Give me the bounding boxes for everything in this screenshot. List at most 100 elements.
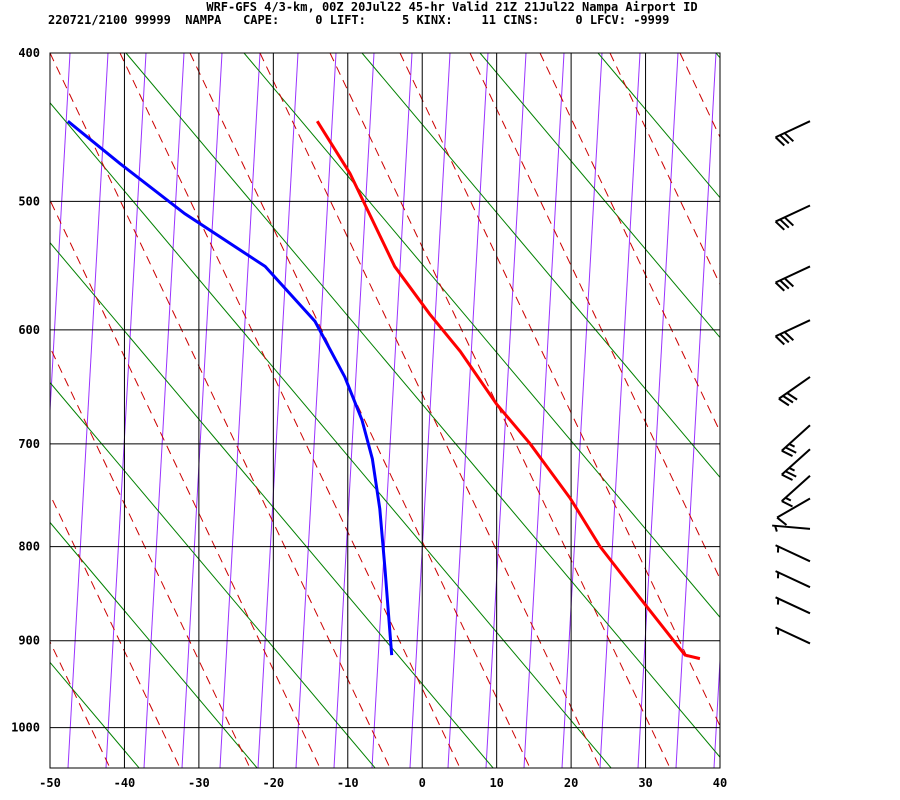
moist-adiabat-line: [0, 53, 40, 768]
dry-adiabat-line: [597, 53, 720, 199]
mixing-ratio-line: [333, 53, 375, 768]
dry-adiabat-line: [361, 53, 720, 479]
mixing-ratio-line: [637, 53, 679, 768]
moist-adiabat-line: [189, 53, 531, 768]
barb-feather: [783, 216, 795, 227]
moist-adiabat-line: [50, 493, 181, 768]
wind-barb: [774, 120, 811, 147]
barb-feather: [783, 132, 795, 143]
dry-adiabat-line: [50, 521, 258, 768]
chart-title: WRF-GFS 4/3-km, 00Z 20Jul22 45-hr Valid …: [206, 0, 697, 14]
barb-shaft: [775, 204, 811, 223]
x-tick-label: 30: [638, 776, 652, 790]
barb-shaft: [778, 376, 811, 400]
chart-subtitle: 220721/2100 99999 NAMPA CAPE: 0 LIFT: 5 …: [48, 13, 669, 27]
barb-feather: [781, 449, 793, 457]
x-tick-label: -20: [262, 776, 284, 790]
dry-adiabat-line: [125, 53, 720, 758]
moist-adiabat-line: [750, 53, 900, 768]
moist-adiabat-line: [50, 346, 251, 768]
mixing-ratio-line: [371, 53, 413, 768]
wind-barb: [775, 570, 811, 589]
mixing-ratio-line: [295, 53, 337, 768]
mixing-ratio-line: [485, 53, 527, 768]
wind-barb: [781, 448, 811, 481]
wind-barb: [775, 544, 811, 563]
barb-shaft: [775, 570, 811, 589]
barb-shaft: [772, 524, 811, 530]
barb-half-feather: [788, 467, 796, 472]
mixing-ratio-line: [181, 53, 223, 768]
barb-shaft: [781, 424, 811, 452]
mixing-ratio-line: [561, 53, 603, 768]
dry-adiabat-line: [243, 53, 720, 619]
mixing-ratio-line: [143, 53, 185, 768]
barb-feather: [774, 136, 785, 147]
y-tick-label: 700: [18, 437, 40, 451]
wind-barb: [778, 376, 811, 407]
wind-barb: [772, 524, 811, 532]
barb-feather: [783, 331, 795, 341]
barb-shaft: [775, 626, 811, 645]
barb-feather: [774, 281, 785, 292]
moist-adiabat-line: [119, 53, 461, 768]
wind-barb: [781, 424, 811, 457]
mixing-ratio-line: [675, 53, 717, 768]
mixing-ratio-line: [50, 53, 71, 420]
barb-shaft: [775, 120, 811, 139]
temperature-line: [315, 120, 701, 661]
x-tick-label: -50: [39, 776, 61, 790]
dry-adiabat-line: [0, 53, 38, 788]
x-tick-label: 40: [713, 776, 727, 790]
barb-feather: [779, 134, 790, 145]
moist-adiabat-line: [539, 53, 720, 433]
barb-shaft: [781, 474, 811, 502]
y-tick-label: 1000: [11, 721, 40, 735]
barb-half-feather: [788, 443, 796, 448]
moist-adiabat-line: [469, 53, 720, 580]
moist-adiabat-line: [329, 53, 671, 768]
barb-half-feather: [785, 496, 792, 502]
x-tick-label: -30: [188, 776, 210, 790]
barb-feather: [781, 500, 793, 508]
mixing-ratio-line: [105, 53, 147, 768]
x-tick-label: 10: [489, 776, 503, 790]
barb-feather: [782, 395, 794, 404]
barb-feather: [785, 446, 797, 454]
barb-shaft: [775, 596, 811, 615]
moist-adiabat-line: [50, 53, 391, 768]
x-tick-label: -40: [114, 776, 136, 790]
barb-feather: [783, 277, 795, 288]
y-tick-label: 800: [18, 540, 40, 554]
mixing-ratio-line: [523, 53, 565, 768]
dewpoint-line: [66, 120, 394, 656]
wind-barb: [781, 474, 811, 508]
x-tick-label: 20: [564, 776, 578, 790]
barb-shaft: [781, 448, 811, 476]
dry-adiabat-line: [50, 241, 494, 768]
barb-feather: [776, 516, 788, 526]
wind-barb: [775, 596, 811, 615]
x-tick-label: -10: [337, 776, 359, 790]
barb-feather: [774, 335, 785, 346]
barb-feather: [785, 470, 797, 478]
wind-barb: [774, 204, 811, 231]
mixing-ratio-line: [67, 53, 109, 768]
wind-barb: [776, 497, 811, 526]
wind-barb: [775, 626, 811, 645]
moist-adiabat-line: [399, 53, 720, 728]
barb-shaft: [776, 497, 811, 519]
moist-adiabat-line: [50, 640, 111, 768]
moist-adiabat-line: [50, 199, 321, 768]
barb-feather: [781, 473, 793, 481]
y-tick-label: 400: [18, 46, 40, 60]
mixing-ratio-line: [447, 53, 489, 768]
mixing-ratio-line: [219, 53, 261, 768]
mixing-ratio-line: [599, 53, 641, 768]
mixing-ratio-line: [257, 53, 299, 768]
x-tick-label: 0: [419, 776, 426, 790]
dry-adiabat-line: [715, 53, 720, 59]
barb-feather: [779, 333, 790, 344]
